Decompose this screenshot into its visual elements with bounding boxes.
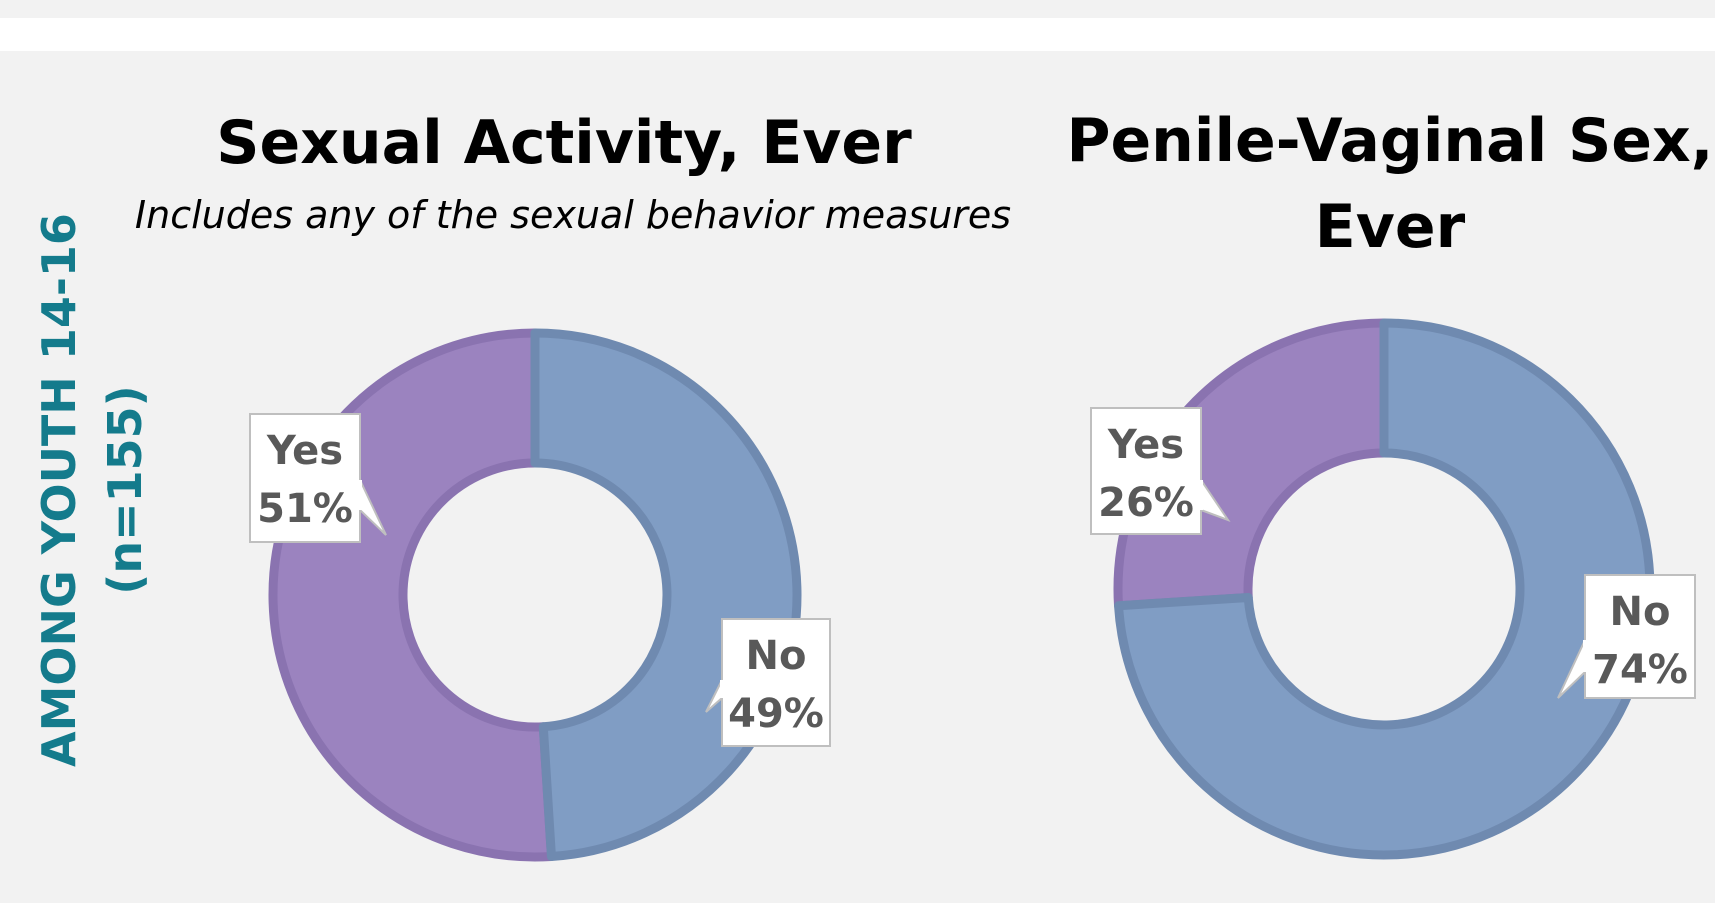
chart2-label-no-category: No bbox=[1610, 589, 1671, 635]
chart1-label-no-category: No bbox=[746, 633, 807, 679]
chart1-title: Sexual Activity, Ever bbox=[216, 108, 912, 178]
chart1-label-no-value: 49% bbox=[728, 691, 824, 737]
chart2-label-yes-value: 26% bbox=[1098, 480, 1194, 526]
chart1-label-yes-value: 51% bbox=[257, 486, 353, 532]
chart1-callout-yes: Yes 51% bbox=[249, 413, 387, 543]
callout-box bbox=[249, 413, 361, 543]
chart2-callout-yes: Yes 26% bbox=[1090, 407, 1231, 535]
callout-box bbox=[721, 618, 831, 747]
chart2-label-no-value: 74% bbox=[1592, 647, 1688, 693]
chart2-title: Penile-Vaginal Sex, Ever bbox=[1066, 106, 1714, 262]
top-white-band bbox=[0, 18, 1715, 51]
chart1-subtitle: Includes any of the sexual behavior meas… bbox=[134, 193, 1012, 237]
chart2-callout-no: No 74% bbox=[1557, 574, 1696, 699]
callout-box bbox=[1090, 407, 1202, 535]
chart1-slice-yes bbox=[268, 328, 556, 862]
chart2-slice-no bbox=[1114, 318, 1655, 860]
chart2-label-yes-category: Yes bbox=[1107, 422, 1184, 468]
chart1-callout-no: No 49% bbox=[705, 618, 831, 747]
chart1-label-yes-category: Yes bbox=[266, 428, 343, 474]
callout-box bbox=[1584, 574, 1696, 699]
chart1-slice-no bbox=[530, 328, 802, 861]
